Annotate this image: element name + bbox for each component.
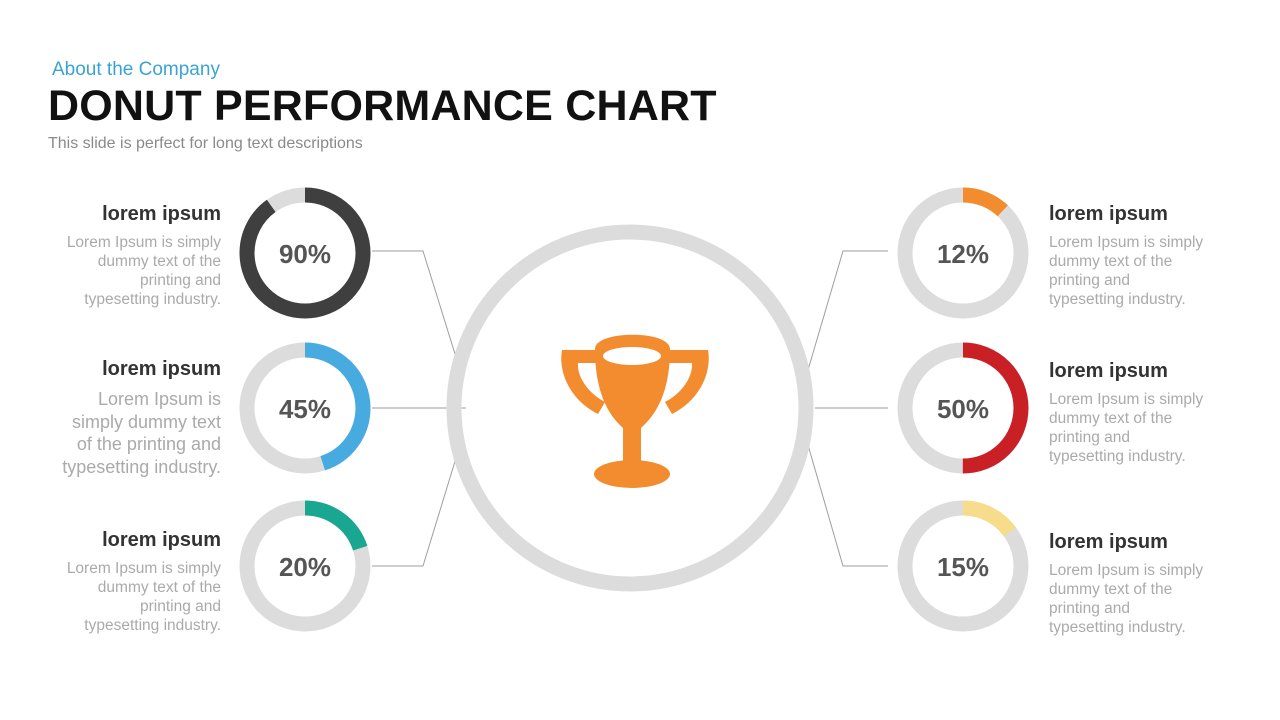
donut-percent-label: 20% — [279, 552, 331, 582]
page-title: DONUT PERFORMANCE CHART — [48, 82, 717, 130]
item-title: lorem ipsum — [102, 203, 221, 225]
item-block-6: lorem ipsum Lorem Ipsum is simply dummy … — [1049, 531, 1209, 637]
item-description: Lorem Ipsum is simply dummy text of the … — [1049, 562, 1204, 636]
donut-percent-label: 15% — [937, 552, 989, 582]
item-block-4: lorem ipsum Lorem Ipsum is simply dummy … — [1049, 203, 1209, 309]
donut-1: 90% — [239, 187, 371, 319]
donut-percent-label: 12% — [937, 239, 989, 269]
item-description: Lorem Ipsum is simply dummy text of the … — [66, 234, 221, 308]
donut-6: 15% — [897, 500, 1029, 632]
item-title: lorem ipsum — [1049, 531, 1168, 553]
donut-value-arc — [897, 187, 1029, 319]
center-ring — [446, 224, 814, 592]
donut-value-arc — [239, 187, 371, 319]
page-subtitle: This slide is perfect for long text desc… — [48, 135, 363, 152]
donut-value-arc — [239, 342, 371, 474]
item-title: lorem ipsum — [102, 529, 221, 551]
connector-line-6 — [807, 444, 888, 567]
donut-value-arc — [239, 500, 371, 632]
item-title: lorem ipsum — [1049, 203, 1168, 225]
connector-lines — [372, 250, 888, 567]
item-description: Lorem Ipsum is simply dummy text of the … — [1049, 234, 1204, 308]
donut-3: 20% — [239, 500, 371, 632]
connector-line-4 — [807, 250, 888, 371]
donut-percent-label: 90% — [279, 239, 331, 269]
donut-value-arc — [897, 342, 1029, 474]
donut-group: 90% 45% 20% 12% 50% 15% — [239, 187, 1029, 632]
item-block-3: lorem ipsum Lorem Ipsum is simply dummy … — [61, 529, 221, 635]
item-description: Lorem Ipsum is simply dummy text of the … — [66, 560, 221, 634]
item-title: lorem ipsum — [102, 358, 221, 380]
donut-percent-label: 45% — [279, 394, 331, 424]
donut-value-arc — [897, 500, 1029, 632]
donut-2: 45% — [239, 342, 371, 474]
item-description: Lorem Ipsum is simply dummy text of the … — [62, 389, 221, 477]
item-block-2: lorem ipsum Lorem Ipsum is simply dummy … — [61, 358, 221, 478]
donut-5: 50% — [897, 342, 1029, 474]
donut-percent-label: 50% — [937, 394, 989, 424]
connector-line-3 — [372, 444, 461, 567]
donut-4: 12% — [897, 187, 1029, 319]
item-title: lorem ipsum — [1049, 360, 1168, 382]
item-block-5: lorem ipsum Lorem Ipsum is simply dummy … — [1049, 360, 1209, 466]
item-description: Lorem Ipsum is simply dummy text of the … — [1049, 391, 1204, 465]
item-block-1: lorem ipsum Lorem Ipsum is simply dummy … — [61, 203, 221, 309]
connector-line-1 — [372, 250, 461, 371]
kicker-text: About the Company — [52, 59, 220, 80]
trophy-icon — [561, 334, 709, 488]
